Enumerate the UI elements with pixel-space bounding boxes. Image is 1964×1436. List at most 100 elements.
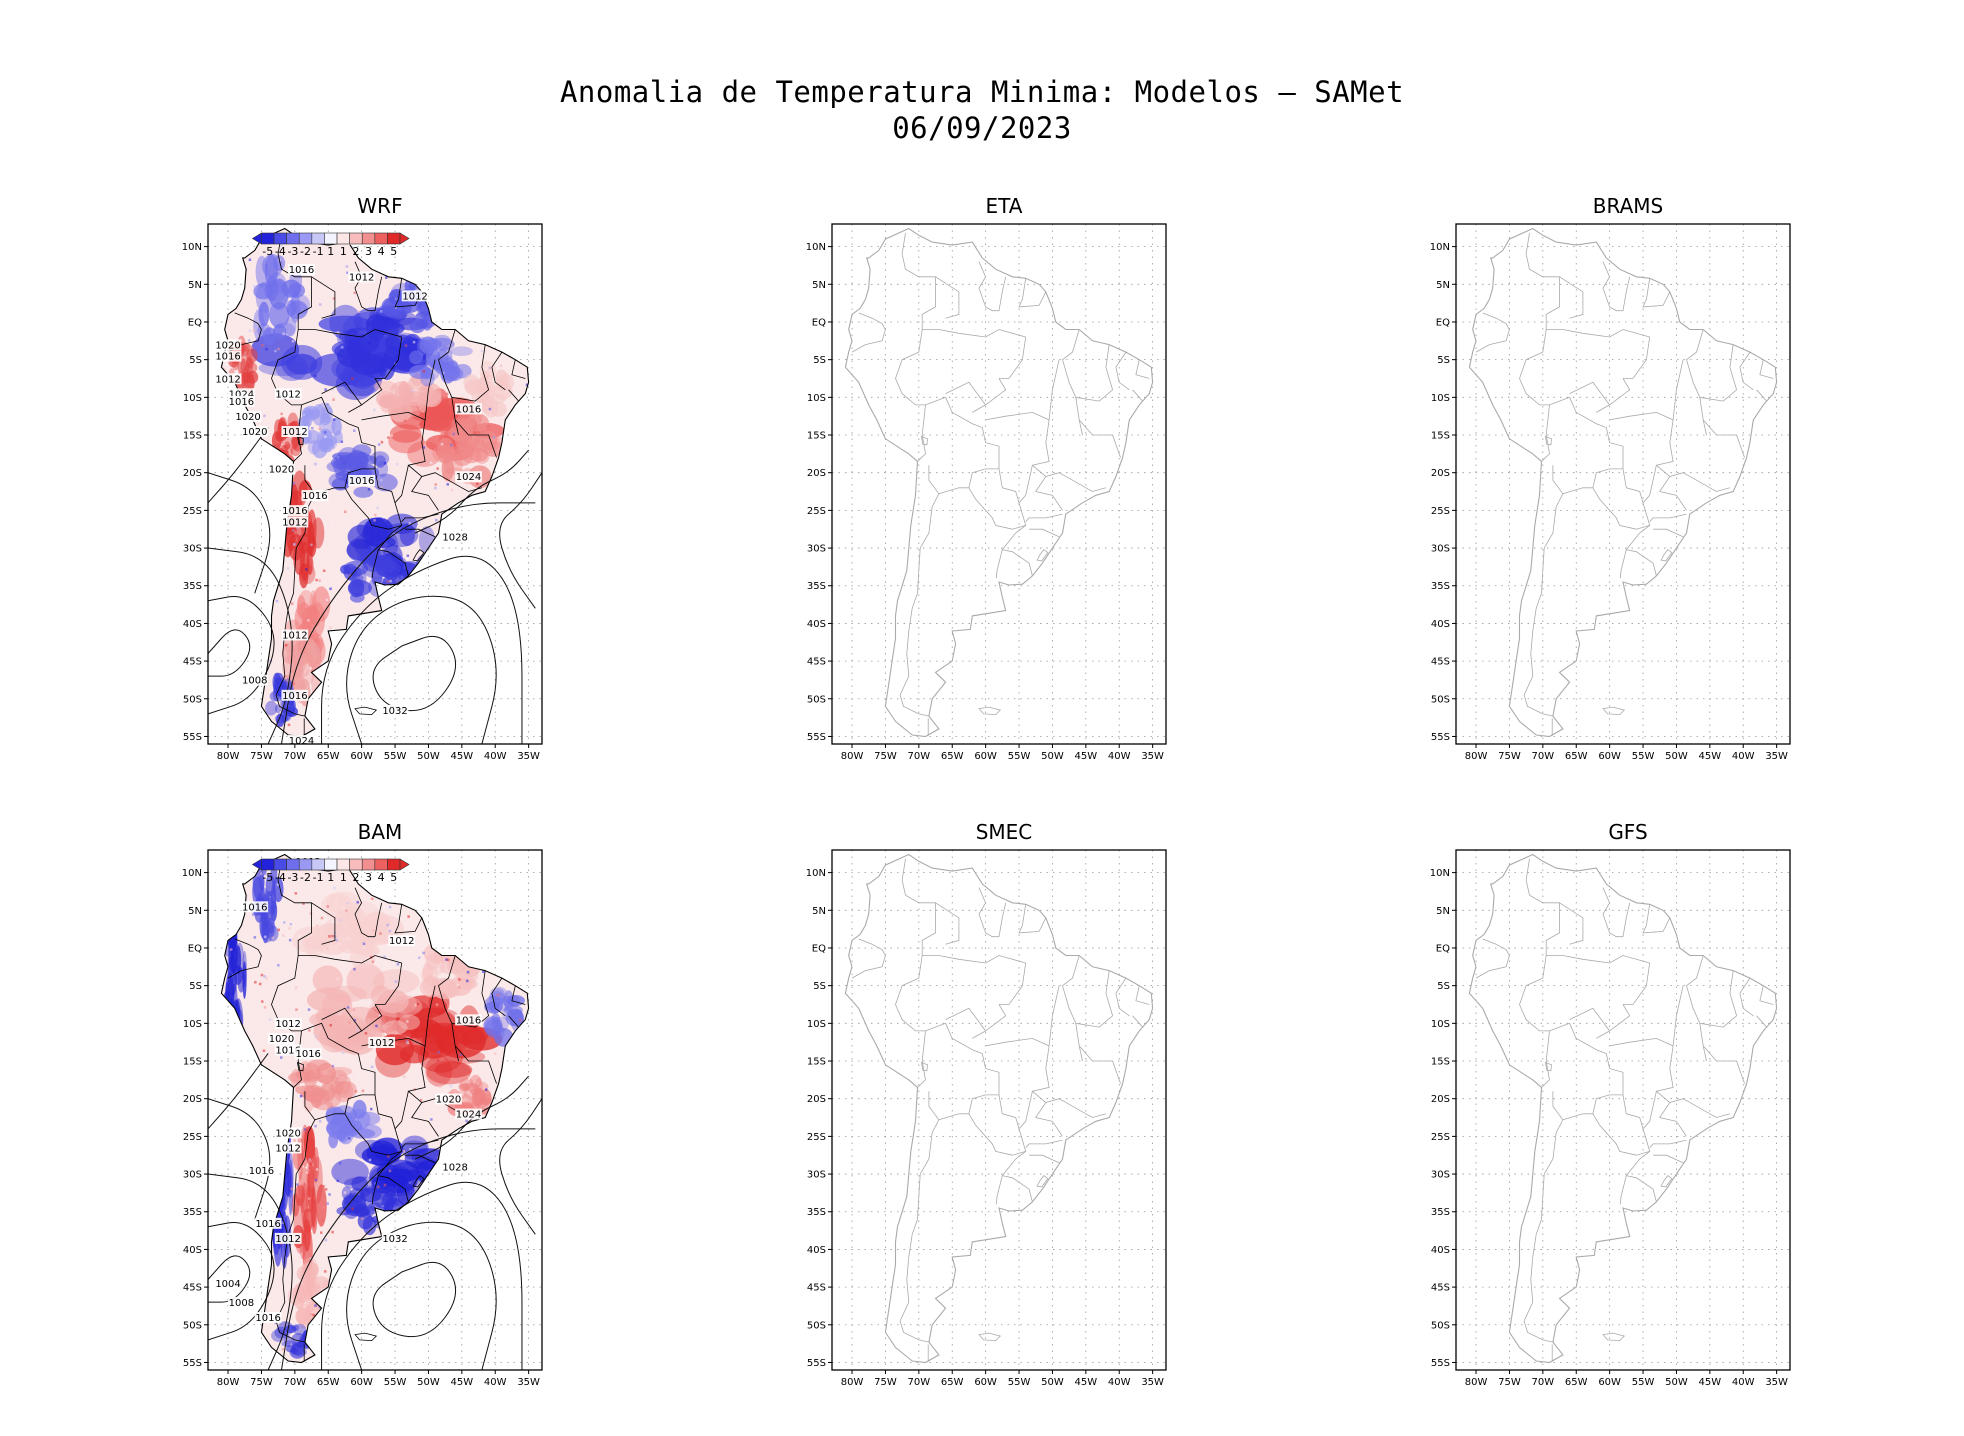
- lon-tick-label: 65W: [941, 1377, 964, 1388]
- colorbar-tick-label: -1: [313, 871, 324, 884]
- lon-tick-label: 80W: [841, 751, 864, 762]
- figure-title-line2: 06/09/2023: [892, 111, 1072, 145]
- panel-brams: BRAMS 10N 5N EQ 5S 10S 15S 20S 25S 30S 35S 40S 45S 5…: [1430, 194, 1818, 774]
- lon-tick-label: 65W: [1565, 1377, 1588, 1388]
- panel-title-wrf: WRF: [357, 194, 403, 218]
- colorbar-tick-label: -3: [287, 245, 298, 258]
- coastlines-borders: [1468, 227, 1778, 738]
- lat-tick-label: 50S: [1431, 1320, 1450, 1331]
- lat-tick-label: 50S: [183, 694, 202, 705]
- lon-tick-label: 45W: [1075, 1377, 1098, 1388]
- lon-tick-label: 65W: [317, 751, 340, 762]
- colorbar-swatch: [298, 858, 313, 871]
- colorbar-swatch: [273, 232, 287, 245]
- lat-tick-label: 15S: [183, 431, 202, 442]
- isobar-label: 1016: [456, 404, 481, 415]
- lon-tick-label: 70W: [1532, 751, 1555, 762]
- lat-tick-label: 10N: [1430, 868, 1450, 879]
- coastlines-borders: [844, 853, 1154, 1364]
- colorbar-tick-label: 1: [327, 245, 334, 258]
- isobar-label: 1016: [282, 691, 307, 702]
- lon-tick-label: 40W: [484, 751, 507, 762]
- lon-tick-label: 65W: [941, 751, 964, 762]
- colorbar-swatch: [387, 858, 401, 871]
- map-bam: 1012101610121012102010161016101210161020…: [182, 849, 543, 1388]
- lat-tick-label: 15S: [1431, 1057, 1450, 1068]
- colorbar-tick-label: -5: [262, 871, 273, 884]
- lat-tick-label: EQ: [188, 317, 202, 328]
- lat-tick-label: 15S: [807, 431, 826, 442]
- colorbar-tick-label: -1: [313, 245, 324, 258]
- axes: 10N 5N EQ 5S 10S 15S 20S 25S 30S 35S 40S 45S 50S 55S 8…: [182, 242, 540, 762]
- lon-tick-label: 50W: [417, 751, 440, 762]
- lon-tick-label: 40W: [484, 1377, 507, 1388]
- lat-tick-label: 30S: [807, 1170, 826, 1181]
- lat-tick-label: 25S: [807, 1132, 826, 1143]
- lon-tick-label: 65W: [317, 1377, 340, 1388]
- falkland-islands: [978, 706, 1002, 716]
- falkland-islands: [354, 1332, 378, 1342]
- lat-tick-label: 50S: [807, 1320, 826, 1331]
- lon-tick-label: 35W: [517, 751, 540, 762]
- plot-frame: [207, 849, 543, 1371]
- lat-tick-label: 10S: [183, 1019, 202, 1030]
- isobar-label: 1016: [215, 352, 240, 363]
- plot-frame: [831, 223, 1167, 745]
- axes: 10N 5N EQ 5S 10S 15S 20S 25S 30S 35S 40S 45S 50S 55S 8…: [1430, 242, 1788, 762]
- isobar-label: 1016: [229, 397, 254, 408]
- lat-tick-label: 10S: [1431, 393, 1450, 404]
- lat-tick-label: 30S: [183, 544, 202, 555]
- lon-tick-label: 40W: [1732, 751, 1755, 762]
- colorbar-swatch: [298, 232, 313, 245]
- lon-tick-label: 55W: [384, 751, 407, 762]
- lat-tick-label: EQ: [188, 943, 202, 954]
- colorbar-tick-label: 4: [378, 871, 385, 884]
- lat-tick-label: 25S: [1431, 1132, 1450, 1143]
- lon-tick-label: 40W: [1108, 751, 1131, 762]
- lat-tick-label: 30S: [183, 1170, 202, 1181]
- lat-tick-label: 15S: [807, 1057, 826, 1068]
- colorbar-tick-label: 5: [390, 871, 397, 884]
- colorbar-swatch: [286, 232, 300, 245]
- lat-tick-label: 15S: [1431, 431, 1450, 442]
- coastlines-borders: [844, 227, 1154, 738]
- isobar-label: 1028: [442, 533, 467, 544]
- lat-tick-label: 35S: [807, 1207, 826, 1218]
- lat-tick-label: 35S: [183, 1207, 202, 1218]
- colorbar-swatch: [311, 232, 325, 245]
- panel-wrf: WRF 101610121012101210201016101210241016…: [182, 194, 570, 774]
- lat-tick-label: 55S: [807, 732, 826, 743]
- coastline: [844, 227, 1154, 738]
- lat-tick-label: 40S: [183, 1245, 202, 1256]
- lon-tick-label: 55W: [1008, 751, 1031, 762]
- colorbar-tick-label: 3: [365, 245, 372, 258]
- plot-area: [832, 224, 1166, 744]
- isobar-label: 1032: [382, 1234, 407, 1245]
- lat-tick-label: 10S: [807, 393, 826, 404]
- plot-area: [1456, 850, 1790, 1370]
- colorbar: -5 -4 -3 -2 -1 1 1 2 3 4 5: [251, 232, 410, 258]
- coastline: [1468, 227, 1778, 738]
- lon-tick-label: 75W: [874, 1377, 897, 1388]
- lon-tick-label: 35W: [1141, 1377, 1164, 1388]
- panel-smec: SMEC 10N 5N EQ 5S 10S 15S 20S 25S 30S 35S 40S 45S 50…: [806, 820, 1194, 1400]
- colorbar-swatch: [349, 858, 363, 871]
- lon-tick-label: 50W: [417, 1377, 440, 1388]
- lat-tick-label: 45S: [183, 657, 202, 668]
- lon-tick-label: 55W: [384, 1377, 407, 1388]
- lon-tick-label: 60W: [1598, 751, 1621, 762]
- lat-tick-label: 20S: [807, 468, 826, 479]
- panel-gfs: GFS 10N 5N EQ 5S 10S 15S 20S 25S 30S 35S 40S 45S 50S…: [1430, 820, 1818, 1400]
- lon-tick-label: 45W: [451, 1377, 474, 1388]
- lon-tick-label: 80W: [217, 751, 240, 762]
- isobar-label: 1004: [215, 1279, 240, 1290]
- lon-tick-label: 75W: [250, 1377, 273, 1388]
- lat-tick-label: 5N: [812, 280, 826, 291]
- lat-tick-label: 20S: [183, 468, 202, 479]
- lon-tick-label: 35W: [1765, 1377, 1788, 1388]
- isobar-label: 1012: [215, 374, 240, 385]
- colorbar-swatch: [261, 858, 275, 871]
- lon-tick-label: 70W: [908, 751, 931, 762]
- falkland-islands: [1602, 1332, 1626, 1342]
- colorbar: -5 -4 -3 -2 -1 1 1 2 3 4 5: [251, 858, 410, 884]
